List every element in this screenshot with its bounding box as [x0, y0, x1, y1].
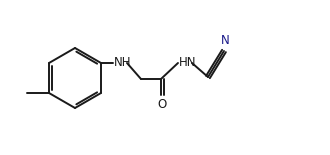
Text: O: O	[157, 98, 167, 111]
Text: HN: HN	[179, 57, 196, 69]
Text: N: N	[221, 34, 229, 47]
Text: NH: NH	[114, 57, 131, 69]
